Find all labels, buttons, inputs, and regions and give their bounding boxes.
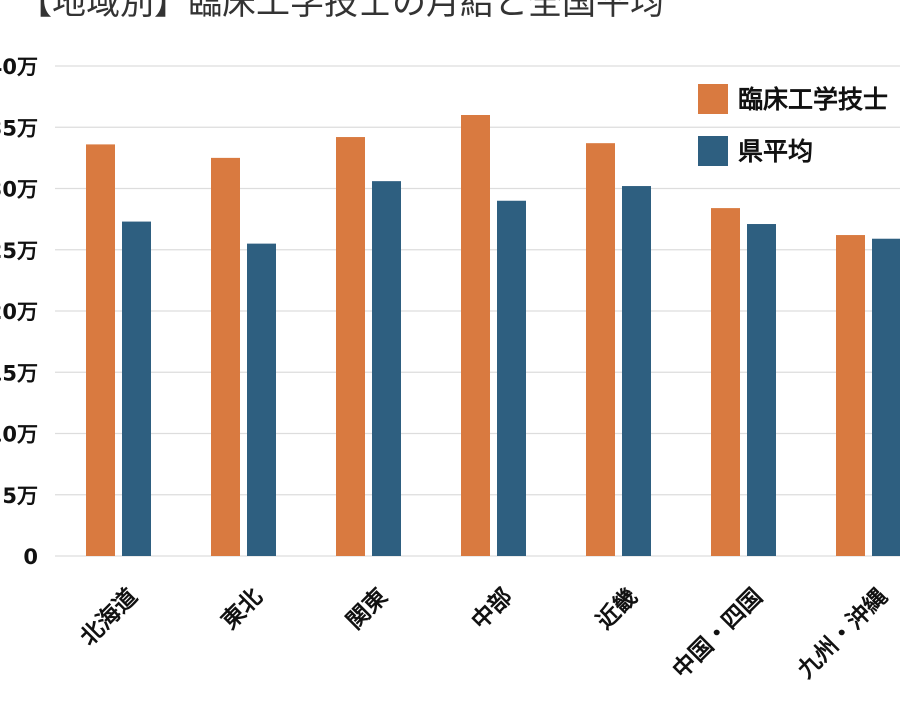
y-tick-label: 5万 <box>2 484 38 508</box>
y-tick-label: 15万 <box>0 361 38 385</box>
y-tick-label: 0 <box>23 545 38 569</box>
y-tick-label: 40万 <box>0 55 38 79</box>
bar-series-0 <box>336 137 365 557</box>
legend-swatch-series-1 <box>698 136 728 166</box>
bar-series-1 <box>872 238 900 556</box>
x-tick-label: 九州・沖縄 <box>792 584 892 684</box>
y-axis-ticks: 0 5万 10万 15万 20万 25万 30万 35万 40万 <box>0 55 38 569</box>
bar-series-1 <box>497 200 526 556</box>
bar-series-0 <box>461 115 490 556</box>
y-tick-label: 10万 <box>0 423 38 447</box>
bar-series-1 <box>122 221 151 556</box>
legend-label-series-0: 臨床工学技士 <box>738 85 888 114</box>
x-tick-label: 東北 <box>217 584 268 635</box>
bar-series-0 <box>711 208 740 556</box>
bar-series-0 <box>586 143 615 557</box>
x-tick-label: 北海道 <box>75 583 143 651</box>
y-tick-label: 25万 <box>0 239 38 263</box>
x-tick-label: 中部 <box>466 583 518 635</box>
bar-series-1 <box>622 186 651 557</box>
bar-series-0 <box>211 157 240 556</box>
legend-label-series-1: 県平均 <box>738 137 813 166</box>
bar-series-0 <box>86 144 115 556</box>
x-axis-ticks: 北海道 東北 関東 中部 近畿 中国・四国 九州・沖縄 <box>75 583 893 684</box>
legend-swatch-series-0 <box>698 84 728 114</box>
bars <box>86 115 900 557</box>
bar-series-1 <box>247 243 276 556</box>
x-tick-label: 近畿 <box>592 584 643 635</box>
y-tick-label: 35万 <box>0 116 38 140</box>
bar-series-1 <box>747 224 776 556</box>
x-tick-label: 関東 <box>342 584 393 635</box>
x-tick-label: 中国・四国 <box>668 584 768 684</box>
legend: 臨床工学技士 県平均 <box>698 84 888 166</box>
y-tick-label: 20万 <box>0 300 38 324</box>
bar-series-0 <box>836 235 865 557</box>
chart-title: 【地域別】臨床工学技士の月給と全国平均 <box>18 0 664 23</box>
bar-series-1 <box>372 181 401 556</box>
y-tick-label: 30万 <box>0 178 38 202</box>
